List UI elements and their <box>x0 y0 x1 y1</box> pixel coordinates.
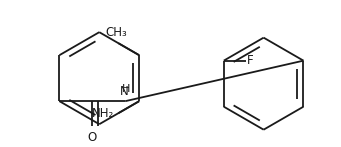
Text: N: N <box>120 85 129 98</box>
Text: NH₂: NH₂ <box>92 107 114 120</box>
Text: CH₃: CH₃ <box>105 26 127 39</box>
Text: F: F <box>247 54 253 67</box>
Text: H: H <box>122 83 131 93</box>
Text: O: O <box>88 131 97 144</box>
